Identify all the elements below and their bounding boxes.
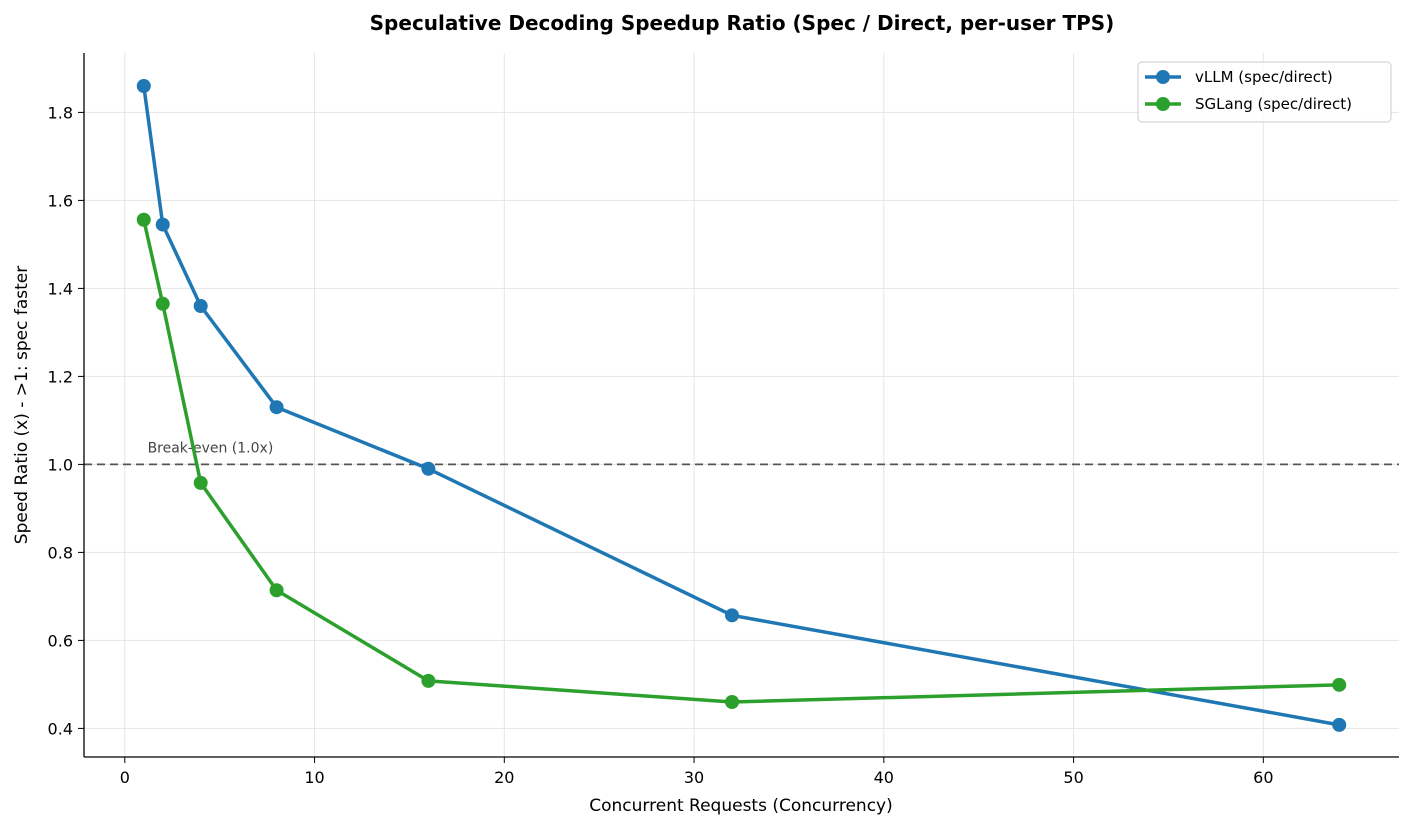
data-point [155,217,170,232]
y-tick-label: 0.8 [48,543,73,562]
break-even-label: Break-even (1.0x) [148,440,274,456]
y-tick-label: 0.4 [48,719,73,738]
data-point [136,79,151,93]
legend-label: SGLang (spec/direct) [1195,95,1352,113]
legend: vLLM (spec/direct) SGLang (spec/direct) [1137,61,1392,123]
series-group [136,79,1347,732]
series-line-0 [142,85,1340,727]
series-line-1 [142,219,1340,704]
ticks: 0 10 20 30 40 50 60 0.4 0.6 0.8 1.0 1.2 1.4 1.6 1.8 [48,103,1274,787]
x-axis-label: Concurrent Requests (Concurrency) [589,796,892,816]
chart-title: Speculative Decoding Speedup Ratio (Spec… [370,11,1115,35]
y-tick-label: 1.0 [48,455,73,474]
reference-line-group: Break-even (1.0x) [84,440,1399,466]
data-point [155,296,170,311]
data-point [725,608,740,623]
y-tick-label: 1.4 [48,279,73,298]
x-tick-label: 0 [120,768,130,787]
x-tick-label: 20 [494,768,514,787]
data-point [269,583,284,598]
x-tick-label: 50 [1063,768,1083,787]
y-tick-label: 1.6 [48,191,73,210]
data-point [136,212,151,227]
legend-marker [1156,70,1170,84]
legend-marker [1156,97,1170,111]
grid [84,53,1399,757]
legend-label: vLLM (spec/direct) [1195,68,1333,86]
x-tick-label: 30 [684,768,704,787]
data-point [1332,717,1347,732]
data-point [421,673,436,688]
legend-box [1137,61,1392,123]
data-point [193,299,208,313]
axes [83,53,1399,758]
y-tick-label: 1.2 [48,367,73,386]
data-point [1332,677,1347,692]
data-point [269,400,284,415]
x-tick-label: 60 [1253,768,1273,787]
data-point [193,475,208,490]
x-tick-label: 40 [874,768,894,787]
data-point [421,461,436,476]
data-point [725,695,740,709]
y-tick-label: 0.6 [48,631,73,650]
y-tick-label: 1.8 [48,103,73,122]
x-tick-label: 10 [304,768,324,787]
y-axis-label: Speed Ratio (x) - >1: spec faster [12,266,32,544]
